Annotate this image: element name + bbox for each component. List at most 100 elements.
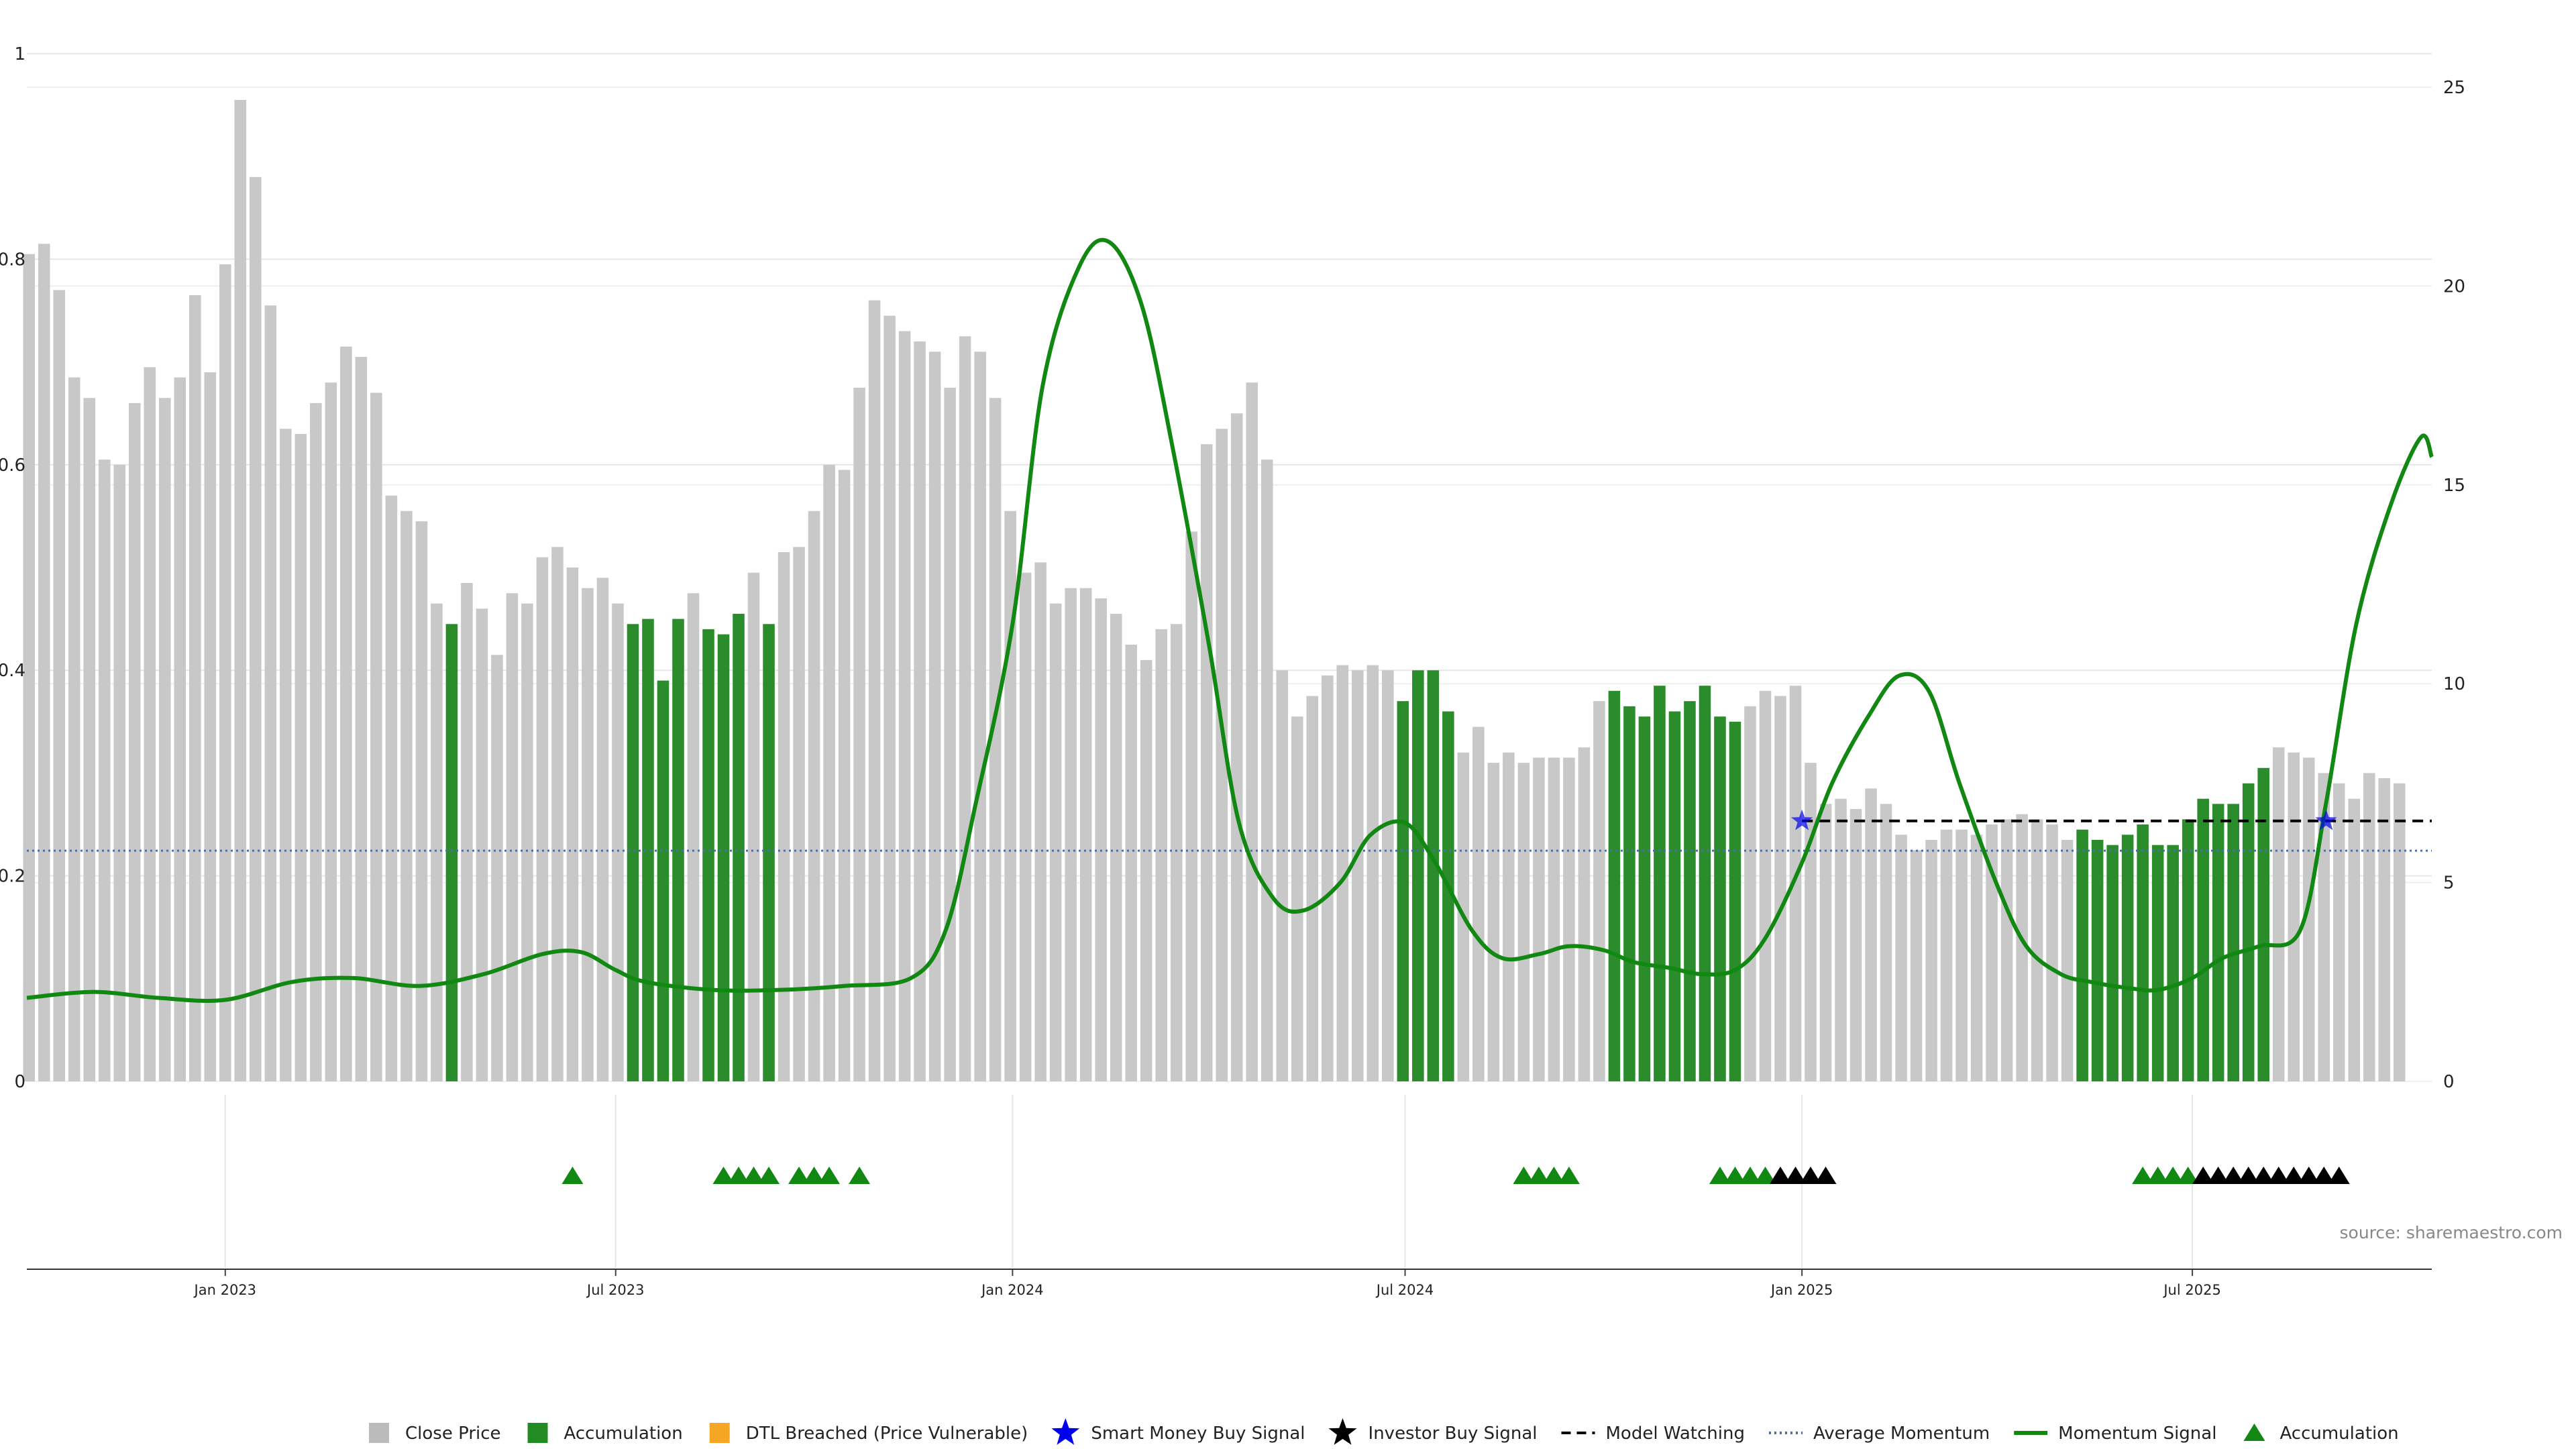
close-price-bar (400, 511, 413, 1081)
accumulation-bar (1412, 670, 1424, 1081)
close-price-bar (1548, 757, 1560, 1081)
signal-lines (26, 237, 2434, 1003)
investor-buy-marker (2192, 1167, 2214, 1184)
close-price-bar (536, 557, 549, 1081)
close-price-bar (491, 655, 503, 1081)
accumulation-marker (1558, 1167, 1580, 1184)
close-price-bar (2363, 773, 2375, 1081)
close-price-bar (989, 398, 1002, 1081)
x-tick-label: Jan 2024 (980, 1282, 1044, 1298)
accumulation-bar (1397, 701, 1409, 1081)
accumulation-marker (2147, 1167, 2169, 1184)
accumulation-bar (2197, 798, 2209, 1081)
close-price-bar (944, 387, 956, 1081)
close-price-bar (1986, 824, 1998, 1081)
close-price-bar (128, 402, 141, 1081)
legend-item: DTL Breached (Price Vulnerable) (709, 1423, 1028, 1444)
accumulation-bar (733, 613, 745, 1081)
investor-buy-marker (2237, 1167, 2259, 1184)
right-tick-label: 10 (2443, 674, 2465, 694)
accumulation-marker (1739, 1167, 1761, 1184)
investor-buy-marker (2267, 1167, 2290, 1184)
close-price-bar (2348, 798, 2361, 1081)
source-label: source: sharemaestro.com (2340, 1223, 2563, 1242)
left-tick-label: 0 (14, 1072, 25, 1092)
left-tick-label: 0.4 (0, 661, 25, 681)
legend-label: Momentum Signal (2058, 1424, 2216, 1444)
legend-label: Model Watching (1606, 1424, 1745, 1444)
close-price-bar (1774, 696, 1786, 1081)
legend-swatch (709, 1423, 730, 1443)
close-price-bar (174, 377, 186, 1081)
close-price-bar (294, 433, 307, 1081)
left-tick-label: 0.8 (0, 250, 25, 270)
accumulation-marker (1543, 1167, 1565, 1184)
right-tick-label: 5 (2443, 873, 2455, 894)
close-price-bar (2288, 752, 2300, 1081)
close-price-bar (2000, 819, 2013, 1081)
close-price-bar (1291, 716, 1303, 1081)
accumulation-bar (1654, 686, 1666, 1081)
legend-item: Accumulation (2243, 1424, 2399, 1444)
legend-label: Accumulation (2279, 1424, 2398, 1444)
close-price-bar (385, 495, 398, 1081)
close-price-bar (521, 603, 533, 1081)
close-price-bar (612, 603, 624, 1081)
accumulation-bar (2091, 839, 2104, 1081)
close-price-bar (1260, 460, 1273, 1081)
accumulation-marker (712, 1167, 735, 1184)
marker-row (561, 1167, 2350, 1184)
close-price-bar (1517, 763, 1530, 1081)
close-price-bar (1322, 675, 1334, 1081)
close-price-bar (551, 547, 564, 1081)
close-price-bar (853, 387, 865, 1081)
investor-buy-marker (1800, 1167, 1822, 1184)
close-price-bar (250, 176, 262, 1082)
close-price-bar (264, 305, 277, 1082)
close-price-bar (219, 264, 231, 1081)
investor-buy-marker (2222, 1167, 2245, 1184)
close-price-bar (1095, 598, 1107, 1081)
accumulation-bar (763, 624, 775, 1081)
left-tick-label: 1 (14, 44, 25, 64)
close-price-bar (1849, 809, 1862, 1081)
close-price-bar (204, 372, 217, 1082)
close-price-bar (1955, 829, 1968, 1081)
accumulation-bar (445, 624, 458, 1081)
close-price-bar (1110, 613, 1122, 1081)
close-price-bar (355, 356, 368, 1082)
x-tick-label: Jul 2024 (1375, 1282, 1434, 1298)
close-price-bar (1336, 665, 1349, 1081)
legend-label: Investor Buy Signal (1368, 1424, 1538, 1444)
close-price-bar (1472, 727, 1485, 1081)
legend: Close Price Accumulation DTL Breached (Pri… (369, 1418, 2399, 1445)
right-tick-label: 15 (2443, 476, 2465, 496)
close-price-bar (1880, 804, 1892, 1081)
close-price-bar (596, 578, 609, 1081)
close-price-bar (2016, 814, 2028, 1081)
close-price-bar (113, 464, 126, 1081)
close-price-bar (1019, 572, 1032, 1081)
close-price-bar (158, 398, 171, 1081)
close-price-bar (370, 392, 382, 1081)
legend-label: Close Price (405, 1424, 501, 1444)
close-price-bar (1910, 850, 1923, 1081)
close-price-bar (838, 470, 851, 1081)
left-tick-label: 0.6 (0, 455, 25, 476)
close-price-bar (1865, 788, 1877, 1081)
accumulation-marker (2177, 1167, 2199, 1184)
close-price-bar (98, 460, 111, 1081)
close-price-bar (914, 341, 926, 1082)
legend-swatch (527, 1423, 548, 1443)
close-price-bar (1230, 413, 1243, 1081)
accumulation-bar (1623, 706, 1635, 1081)
close-price-bar (2046, 824, 2058, 1081)
accumulation-bar (2137, 824, 2149, 1081)
accumulation-bar (672, 619, 684, 1081)
price-bars (23, 99, 2406, 1082)
close-price-bar (1970, 835, 1983, 1081)
close-price-bar (1185, 531, 1198, 1081)
close-price-bar (23, 254, 35, 1081)
accumulation-marker (1527, 1167, 1550, 1184)
legend-item: Momentum Signal (2014, 1424, 2216, 1444)
